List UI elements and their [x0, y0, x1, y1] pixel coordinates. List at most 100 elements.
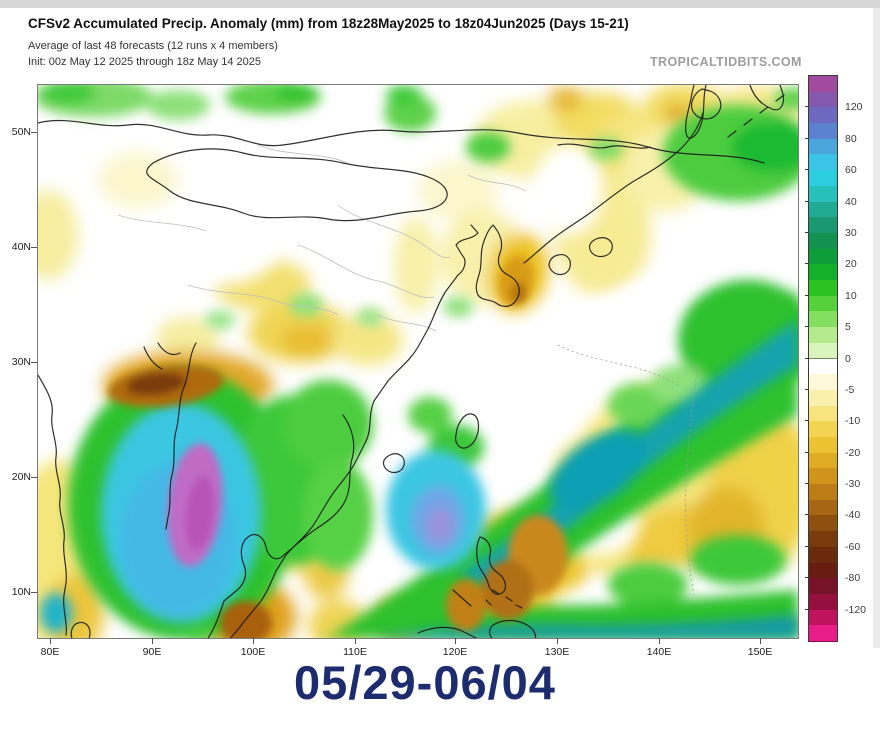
colorbar-cell: [809, 295, 837, 313]
colorbar-notch: [805, 357, 809, 359]
colorbar-cell: [809, 374, 837, 391]
colorbar-notch: [805, 608, 809, 610]
x-axis-tick: [455, 638, 456, 644]
colorbar-tick-label: -60: [845, 540, 861, 553]
colorbar-tick-label: 5: [845, 321, 851, 334]
y-axis-tick: [31, 247, 37, 248]
colorbar-notch: [805, 294, 809, 296]
colorbar-tick-label: -120: [845, 603, 867, 616]
x-axis-tick: [152, 638, 153, 644]
colorbar-notch: [805, 200, 809, 202]
colorbar-cell: [809, 327, 837, 344]
colorbar-cell: [809, 248, 837, 266]
window-edge-right: [873, 8, 880, 648]
colorbar-tick-label: 80: [845, 132, 857, 145]
colorbar-cell: [809, 578, 837, 595]
y-axis-tick: [31, 362, 37, 363]
colorbar-notch: [805, 545, 809, 547]
colorbar-tick-label: -40: [845, 509, 861, 522]
x-axis-label: 130E: [544, 646, 570, 658]
x-axis-tick: [253, 638, 254, 644]
colorbar-cell: [809, 531, 837, 548]
colorbar-tick-label: -10: [845, 415, 861, 428]
colorbar-cell: [809, 201, 837, 219]
colorbar-tick-label: 20: [845, 258, 857, 271]
colorbar-cell: [809, 499, 837, 517]
colorbar-tick-label: -80: [845, 572, 861, 585]
colorbar-tick-label: 0: [845, 352, 851, 365]
colorbar-cell: [809, 546, 837, 564]
coastlines: [38, 85, 785, 638]
x-axis-label: 90E: [142, 646, 162, 658]
colorbar-notch: [805, 263, 809, 265]
colorbar-cell: [809, 593, 837, 611]
colorbar-cell: [809, 217, 837, 234]
y-axis-label: 30N: [11, 356, 31, 368]
colorbar-notch: [805, 326, 809, 328]
colorbar-cell: [809, 609, 837, 627]
colorbar-cell: [809, 185, 837, 203]
x-axis-label: 140E: [646, 646, 672, 658]
colorbar-cell: [809, 311, 837, 329]
y-axis-tick: [31, 132, 37, 133]
y-axis-tick: [31, 477, 37, 478]
x-axis-tick: [760, 638, 761, 644]
colorbar-cell: [809, 170, 837, 187]
colorbar-tick-label: 30: [845, 226, 857, 239]
x-axis-tick: [50, 638, 51, 644]
x-axis-label: 150E: [747, 646, 773, 658]
x-axis-tick: [557, 638, 558, 644]
colorbar-tick-label: 60: [845, 164, 857, 177]
colorbar-cell: [809, 123, 837, 140]
colorbar-tick-label: -20: [845, 446, 861, 459]
colorbar-notch: [805, 514, 809, 516]
x-axis-tick: [355, 638, 356, 644]
colorbar-notch: [805, 137, 809, 139]
y-axis-label: 50N: [11, 126, 31, 138]
colorbar-cell: [809, 452, 837, 470]
colorbar-cell: [809, 405, 837, 423]
colorbar-cell: [809, 389, 837, 407]
init-line: Init: 00z May 12 2025 through 18z May 14…: [28, 56, 261, 68]
colorbar-cell: [809, 468, 837, 486]
colorbar-cell: [809, 342, 837, 360]
colorbar-notch: [805, 106, 809, 108]
window-edge-top: [0, 0, 880, 8]
colorbar-notch: [805, 388, 809, 390]
y-axis-label: 40N: [11, 241, 31, 253]
date-range-label: 05/29-06/04: [294, 656, 556, 709]
colorbar-cell: [809, 76, 837, 93]
colorbar-tick-label: 40: [845, 195, 857, 208]
y-axis-tick: [31, 592, 37, 593]
colorbar-notch: [805, 169, 809, 171]
y-axis-label: 10N: [11, 586, 31, 598]
x-axis-label: 120E: [442, 646, 468, 658]
x-axis-label: 80E: [40, 646, 60, 658]
colorbar-cell: [809, 107, 837, 125]
colorbar-cell: [809, 264, 837, 282]
colorbar-tick-label: 120: [845, 101, 863, 114]
map-title: CFSv2 Accumulated Precip. Anomaly (mm) f…: [28, 16, 629, 31]
watermark: TROPICALTIDBITS.COM: [650, 55, 802, 69]
colorbar-notch: [805, 420, 809, 422]
colorbar-notch: [805, 577, 809, 579]
colorbar-cell: [809, 232, 837, 250]
colorbar-cell: [809, 358, 837, 376]
province-borders: [117, 144, 527, 332]
colorbar-tick-label: -5: [845, 383, 855, 396]
x-axis-label: 110E: [343, 646, 367, 658]
colorbar-cell: [809, 484, 837, 501]
colorbar-tick-label: 10: [845, 289, 857, 302]
colorbar-cell: [809, 436, 837, 454]
colorbar-cell: [809, 91, 837, 109]
map-subtitle: Average of last 48 forecasts (12 runs x …: [28, 40, 278, 52]
map-image: [38, 85, 798, 638]
y-axis-label: 20N: [11, 471, 31, 483]
colorbar-cell: [809, 280, 837, 297]
precip-anomaly-map[interactable]: [37, 84, 799, 639]
colorbar-cell: [809, 625, 837, 642]
colorbar-notch: [805, 483, 809, 485]
colorbar-notch: [805, 451, 809, 453]
colorbar-cell: [809, 562, 837, 580]
